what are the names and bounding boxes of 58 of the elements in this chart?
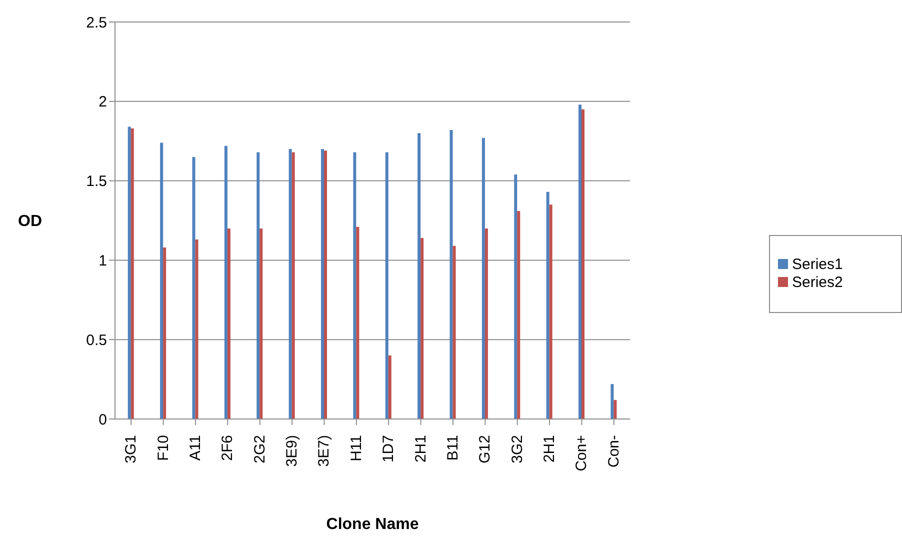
- x-tick-label: 3G2: [508, 435, 526, 464]
- bar: [260, 228, 263, 419]
- bar: [288, 149, 292, 419]
- x-tick-label: H11: [348, 435, 365, 462]
- bar: [484, 228, 488, 419]
- bar: [192, 156, 196, 419]
- bar: [227, 228, 230, 419]
- x-tick-label: 3G1: [122, 435, 140, 464]
- x-tick-label: 2F6: [219, 435, 236, 461]
- bar: [452, 246, 456, 419]
- x-tick-label: G12: [476, 435, 494, 464]
- bar: [321, 149, 324, 419]
- bar: [420, 238, 424, 419]
- bar: [195, 240, 198, 419]
- y-tick-label: 1.5: [86, 173, 107, 190]
- y-tick-label: 2.5: [86, 14, 107, 32]
- bar: [160, 142, 164, 419]
- bar: [163, 247, 166, 419]
- x-tick-label: 2G2: [251, 435, 268, 464]
- bar: [418, 133, 421, 419]
- bar: [514, 174, 518, 419]
- bar: [256, 152, 260, 419]
- bar: [546, 192, 550, 419]
- y-tick-label: 1: [98, 252, 107, 270]
- y-tick-label: 0.5: [86, 332, 107, 349]
- bar: [582, 109, 584, 419]
- x-tick-label: B11: [444, 435, 462, 461]
- bar: [517, 210, 520, 419]
- bar: [549, 204, 552, 419]
- x-tick-label: 3E7): [316, 435, 333, 467]
- x-tick-label: F10: [154, 435, 172, 461]
- legend-label: Series2: [792, 274, 843, 290]
- x-tick-label: 2H1: [412, 435, 430, 463]
- bar: [130, 128, 134, 419]
- x-tick-label: 3E9): [284, 435, 301, 467]
- x-tick-label: Con-: [605, 435, 622, 468]
- bar: [324, 150, 327, 419]
- bar: [128, 126, 131, 419]
- bar: [578, 104, 582, 419]
- y-axis-title: OD: [18, 213, 42, 230]
- y-tick-label: 2: [98, 94, 107, 111]
- bar: [353, 152, 356, 419]
- x-tick-label: A11: [186, 435, 204, 461]
- legend-label: Series1: [792, 256, 843, 272]
- bar: [385, 152, 388, 419]
- bar: [610, 384, 614, 419]
- bar: [482, 138, 485, 419]
- x-tick-label: 2H1: [541, 435, 558, 463]
- bar: [224, 146, 228, 419]
- y-tick-label: 0: [98, 411, 107, 428]
- bar: [356, 226, 360, 419]
- x-tick-label: 1D7: [380, 435, 398, 463]
- x-tick-label: Con+: [573, 434, 590, 472]
- bar: [450, 130, 453, 419]
- bar: [614, 400, 617, 419]
- bar: [292, 152, 295, 419]
- bar: [388, 355, 392, 419]
- x-axis-title: Clone Name: [326, 516, 419, 533]
